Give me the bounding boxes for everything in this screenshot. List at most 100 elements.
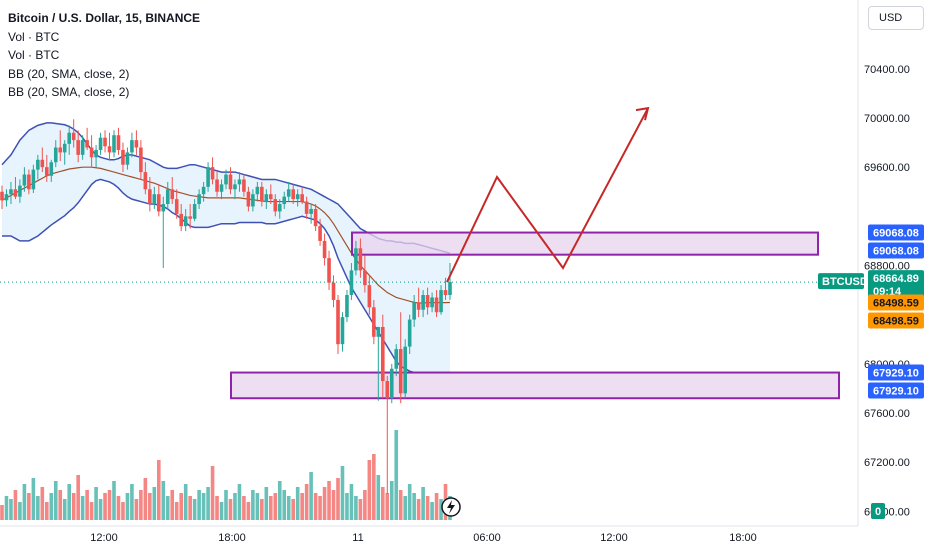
projection-arrowhead [635, 106, 650, 121]
volume-bar [9, 499, 13, 520]
candle-body [434, 297, 439, 313]
x-tick-label: 18:00 [729, 532, 757, 544]
volume-bar [183, 484, 188, 520]
candle-body [206, 167, 210, 187]
price-tag [868, 224, 924, 241]
volume-bar [260, 499, 264, 520]
price-tag-label: 68498.59 [873, 316, 919, 328]
volume-bar [53, 481, 58, 520]
legend-volume-1[interactable]: Vol · BTC [8, 29, 60, 44]
price-tag [868, 382, 924, 399]
volume-bar [116, 496, 121, 520]
volume-bar [228, 499, 233, 520]
volume-bar [98, 499, 103, 520]
candle-body [71, 132, 76, 141]
y-tick-label: 69600.00 [864, 162, 910, 174]
volume-bar [336, 478, 340, 520]
candle-body [291, 189, 295, 200]
candle-body [121, 149, 125, 165]
candle-body [170, 189, 175, 200]
candle-body [53, 147, 58, 163]
candle-body [295, 194, 300, 200]
volume-bar [286, 496, 291, 520]
candle-body [148, 189, 152, 205]
legend-bb-1[interactable]: BB (20, SMA, close, 2) [8, 66, 130, 81]
volume-bar [18, 502, 22, 520]
volume-bar [385, 493, 390, 520]
candle-body [188, 216, 192, 219]
symbol-title[interactable]: Bitcoin / U.S. Dollar, 15, BINANCE [8, 11, 201, 25]
candle-body [340, 317, 345, 345]
candle-body [273, 199, 278, 212]
candle-body [40, 159, 45, 168]
volume-bar [152, 487, 157, 520]
candle-body [116, 135, 121, 150]
volume-bar [358, 499, 363, 520]
candle-body [403, 346, 407, 394]
candle-body [62, 143, 67, 153]
volume-bar [291, 499, 295, 520]
candle-body [27, 174, 31, 190]
volume-bar [67, 484, 71, 520]
candle-body [143, 172, 148, 190]
candle-body [233, 184, 237, 190]
candle-body [228, 174, 233, 190]
price-tag [868, 270, 924, 301]
candle-body [277, 204, 282, 212]
candle-body [358, 248, 363, 271]
volume-bar [237, 484, 242, 520]
candle-body [363, 270, 367, 286]
candle-body [197, 194, 201, 205]
y-tick-label: 67600.00 [864, 408, 910, 420]
candle-body [260, 186, 264, 202]
volume-bar [49, 493, 54, 520]
volume-bar [372, 454, 376, 520]
y-tick-label: 70400.00 [864, 64, 910, 76]
volume-bar [201, 493, 206, 520]
volume-bar [331, 490, 336, 520]
candle-body [269, 194, 273, 200]
candle-body [282, 196, 287, 205]
legend-bb-2[interactable]: BB (20, SMA, close, 2) [8, 85, 130, 99]
volume-bar [394, 430, 399, 520]
candle-body [376, 326, 381, 337]
volume-bar [381, 487, 385, 520]
candle-body [251, 194, 255, 207]
candle-body [416, 302, 421, 310]
volume-bar [134, 499, 139, 520]
candle-body [389, 368, 394, 399]
volume-bar [71, 493, 76, 520]
price-tag-label: 67929.10 [873, 386, 919, 398]
currency-button[interactable]: USD [868, 6, 924, 30]
volume-bar [273, 493, 278, 520]
candle-body [58, 147, 63, 153]
candle-body [103, 137, 107, 147]
candle-body [0, 191, 4, 201]
candle-body [246, 191, 251, 207]
candle-body [67, 132, 71, 144]
volume-bar [206, 487, 210, 520]
candle-body [192, 204, 197, 219]
volume-bar [94, 487, 98, 520]
y-tick-label: 67200.00 [864, 457, 910, 469]
volume-bar [4, 496, 9, 520]
candle-body [354, 248, 358, 271]
candle-body [372, 307, 376, 337]
volume-bar [107, 490, 112, 520]
price-tag [868, 294, 924, 311]
price-tag [868, 312, 924, 329]
volume-bar [161, 481, 166, 520]
candle-body [219, 184, 224, 192]
candle-body [345, 295, 349, 318]
volume-bar [36, 496, 40, 520]
price-tag-label: 69068.08 [873, 228, 919, 240]
legend-volume-2[interactable]: Vol · BTC [8, 48, 60, 62]
candle-body [327, 258, 331, 283]
candle-body [107, 146, 112, 153]
volume-bar [327, 481, 331, 520]
candle-body [439, 290, 443, 313]
candle-body [367, 285, 372, 308]
x-tick-label: 06:00 [473, 532, 501, 544]
candle-body [412, 302, 416, 320]
